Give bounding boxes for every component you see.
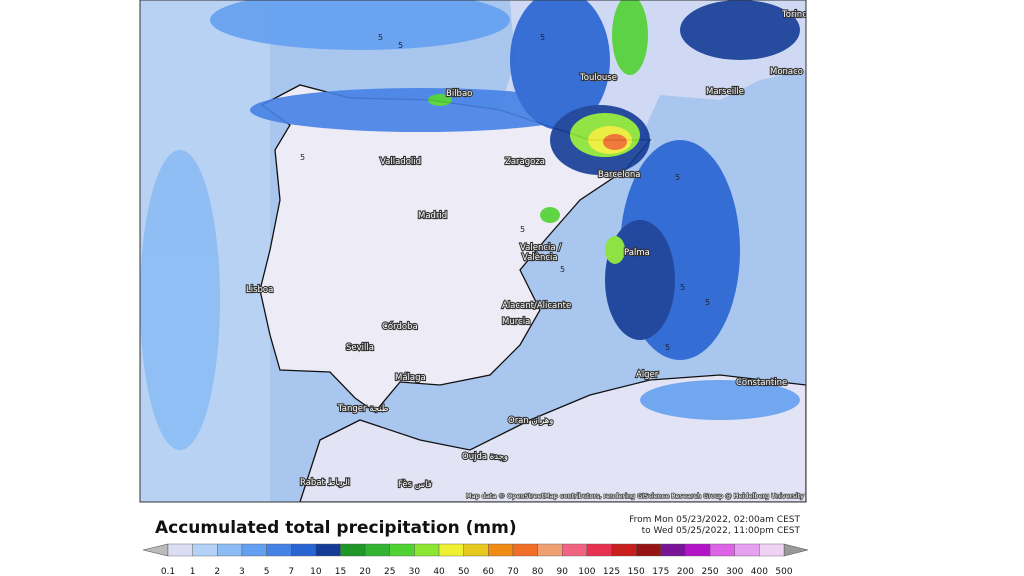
colorbar-bin bbox=[611, 543, 637, 557]
city-label: Alger bbox=[636, 370, 659, 380]
colorbar-bin bbox=[562, 543, 588, 557]
colorbar-tick-label: 40 bbox=[433, 567, 445, 576]
city-label: Monaco bbox=[770, 67, 803, 77]
colorbar-tick-label: 10 bbox=[310, 567, 322, 576]
colorbar-tick-label: 200 bbox=[677, 567, 694, 576]
colorbar-bin bbox=[167, 543, 193, 557]
colorbar-tick-label: 150 bbox=[628, 567, 645, 576]
city-label: Marseille bbox=[706, 87, 744, 97]
colorbar-bin bbox=[635, 543, 661, 557]
colorbar-tick-label: 0.1 bbox=[161, 567, 175, 576]
city-label: Toulouse bbox=[579, 73, 617, 83]
period-from: From Mon 05/23/2022, 02:00am CEST bbox=[629, 515, 800, 525]
colorbar-tick-label: 175 bbox=[652, 567, 669, 576]
city-label: Madrid bbox=[418, 211, 447, 221]
colorbar-tick-label: 400 bbox=[751, 567, 768, 576]
colorbar-tick-label: 300 bbox=[726, 567, 743, 576]
city-label: Málaga bbox=[395, 373, 426, 383]
map-frame bbox=[139, 0, 807, 503]
city-labels: Torino Monaco Toulouse Marseille Bilbao Valla… bbox=[245, 9, 807, 491]
colorbar-tick-label: 2 bbox=[214, 567, 220, 576]
city-label: Barcelona bbox=[598, 170, 640, 180]
colorbar-tick-label: 30 bbox=[409, 567, 421, 576]
colorbar-bin bbox=[709, 543, 735, 557]
contour-labels: 5 5 5 5 5 5 5 5 5 5 bbox=[300, 33, 710, 352]
city-label: Fès فاس bbox=[398, 479, 432, 490]
city-label: Tanger طنجة bbox=[337, 404, 389, 414]
colorbar-bin bbox=[759, 543, 785, 557]
colorbar-bin bbox=[266, 543, 292, 557]
colorbar-bin bbox=[364, 543, 390, 557]
colorbar-bin bbox=[537, 543, 563, 557]
colorbar-tick-label: 60 bbox=[483, 567, 495, 576]
colorbar-bin bbox=[586, 543, 612, 557]
contour-label: 5 bbox=[665, 343, 670, 352]
colorbar-bin bbox=[438, 543, 464, 557]
precipitation bbox=[140, 0, 800, 450]
city-label: Córdoba bbox=[382, 321, 418, 332]
city-label: Valladolid bbox=[380, 157, 421, 167]
contour-label: 5 bbox=[378, 33, 383, 42]
colorbar-bin bbox=[512, 543, 538, 557]
colorbar-bin bbox=[463, 543, 489, 557]
city-label: Torino bbox=[781, 10, 807, 20]
colorbar-bin bbox=[660, 543, 686, 557]
city-label: Lisboa bbox=[246, 285, 273, 295]
colorbar: 0.1 1 2 3 5 7 10 15 20 25 30 40 50 60 70 80 90 100 125 150 1… bbox=[142, 543, 809, 576]
city-label: Rabat الرباط bbox=[300, 478, 350, 488]
colorbar-arrow-low bbox=[142, 543, 169, 557]
contour-label: 5 bbox=[705, 298, 710, 307]
colorbar-tick-label: 5 bbox=[264, 567, 270, 576]
contour-label: 5 bbox=[520, 225, 525, 234]
colorbar-tick-label: 25 bbox=[384, 567, 395, 576]
map: Torino Monaco Toulouse Marseille Bilbao Valla… bbox=[140, 0, 807, 502]
city-label: Valencia / bbox=[520, 243, 561, 253]
contour-label: 5 bbox=[675, 173, 680, 182]
city-label: Bilbao bbox=[446, 89, 472, 99]
colorbar-bin bbox=[734, 543, 760, 557]
city-label: València bbox=[522, 252, 558, 263]
colorbar-bin bbox=[192, 543, 218, 557]
city-label: Alacant/Alicante bbox=[502, 301, 571, 311]
colorbar-tick-label: 1 bbox=[190, 567, 196, 576]
city-label: Oujda وجدة bbox=[462, 452, 508, 462]
colorbar-bin bbox=[389, 543, 415, 557]
attribution: Map data © OpenStreetMap contributors, r… bbox=[466, 492, 804, 500]
colorbar-tick-label: 7 bbox=[288, 567, 294, 576]
city-label: Oran وهران bbox=[508, 416, 553, 426]
colorbar-bin bbox=[217, 543, 243, 557]
legend-title: Accumulated total precipitation (mm) bbox=[155, 518, 517, 538]
colorbar-tick-label: 70 bbox=[507, 567, 519, 576]
contour-label: 5 bbox=[680, 283, 685, 292]
colorbar-bin bbox=[414, 543, 440, 557]
contour-label: 5 bbox=[540, 33, 545, 42]
city-label: Murcia bbox=[502, 317, 530, 327]
city-label: Palma bbox=[624, 248, 650, 258]
colorbar-tick-label: 20 bbox=[359, 567, 371, 576]
colorbar-tick-label: 80 bbox=[532, 567, 544, 576]
colorbar-tick-label: 100 bbox=[578, 567, 595, 576]
colorbar-bin bbox=[685, 543, 711, 557]
city-label: Constantine bbox=[736, 378, 787, 388]
colorbar-arrow-high bbox=[783, 543, 809, 557]
city-label: Zaragoza bbox=[505, 157, 545, 167]
colorbar-tick-label: 90 bbox=[557, 567, 569, 576]
colorbar-tick-label: 3 bbox=[239, 567, 245, 576]
colorbar-tick-label: 250 bbox=[701, 567, 718, 576]
colorbar-bin bbox=[241, 543, 267, 557]
period-to: to Wed 05/25/2022, 11:00pm CEST bbox=[642, 526, 801, 536]
colorbar-tick-label: 15 bbox=[335, 567, 346, 576]
city-label: Sevilla bbox=[346, 343, 374, 353]
colorbar-bin bbox=[315, 543, 341, 557]
contour-label: 5 bbox=[398, 41, 403, 50]
colorbar-tick-label: 125 bbox=[603, 567, 620, 576]
colorbar-bin bbox=[488, 543, 514, 557]
colorbar-tick-label: 50 bbox=[458, 567, 470, 576]
contour-label: 5 bbox=[560, 265, 565, 274]
colorbar-tick-label: 500 bbox=[775, 567, 792, 576]
colorbar-bin bbox=[340, 543, 366, 557]
colorbar-bin bbox=[291, 543, 317, 557]
contour-label: 5 bbox=[300, 153, 305, 162]
